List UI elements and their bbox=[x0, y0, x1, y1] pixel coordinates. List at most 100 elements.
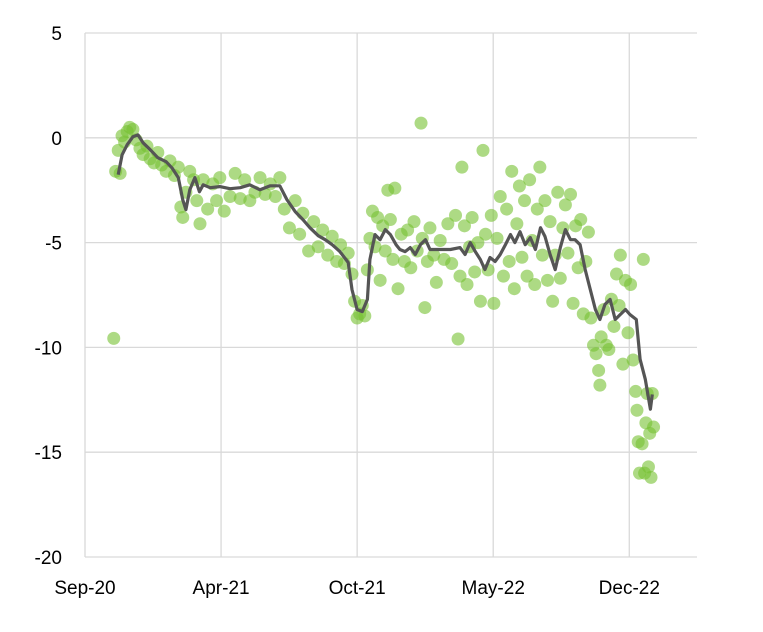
scatter-point bbox=[427, 248, 441, 262]
x-axis-ticks: Sep-20 Apr-21 Oct-21 May-22 Dec-22 bbox=[54, 578, 660, 599]
scatter-point bbox=[546, 294, 560, 308]
scatter-point bbox=[528, 278, 542, 292]
scatter-point bbox=[465, 210, 479, 224]
scatter-point bbox=[589, 347, 603, 361]
x-tick-label: Dec-22 bbox=[599, 578, 660, 599]
scatter-point bbox=[476, 143, 490, 157]
scatter-point bbox=[113, 166, 127, 180]
scatter-point bbox=[429, 275, 443, 289]
scatter-point bbox=[512, 179, 526, 193]
scatter-point bbox=[457, 219, 471, 233]
scatter-point bbox=[404, 261, 418, 275]
scatter-series bbox=[107, 116, 661, 484]
scatter-point bbox=[378, 244, 392, 258]
scatter-point bbox=[433, 234, 447, 248]
scatter-point bbox=[644, 470, 658, 484]
scatter-point bbox=[574, 213, 588, 227]
gridlines bbox=[84, 32, 697, 558]
scatter-point bbox=[373, 273, 387, 287]
scatter-point bbox=[493, 189, 507, 203]
y-tick-label: -10 bbox=[35, 338, 62, 359]
scatter-point bbox=[500, 202, 514, 216]
scatter-point bbox=[213, 171, 227, 185]
x-tick-label: Apr-21 bbox=[193, 578, 250, 599]
scatter-point bbox=[602, 342, 616, 356]
scatter-point bbox=[523, 173, 537, 187]
scatter-point bbox=[268, 189, 282, 203]
y-tick-label: -15 bbox=[35, 443, 62, 464]
scatter-point bbox=[487, 296, 501, 310]
y-tick-label: 0 bbox=[51, 129, 62, 150]
scatter-point bbox=[612, 298, 626, 312]
scatter-point bbox=[238, 173, 252, 187]
scatter-point bbox=[388, 181, 402, 195]
scatter-point bbox=[505, 164, 519, 178]
scatter-point bbox=[311, 240, 325, 254]
scatter-point bbox=[277, 202, 291, 216]
scatter-point bbox=[201, 202, 215, 216]
x-tick-label: Sep-20 bbox=[54, 578, 115, 599]
scatter-point bbox=[496, 269, 510, 283]
scatter-point bbox=[507, 282, 521, 296]
scatter-point bbox=[490, 231, 504, 245]
scatter-point bbox=[520, 269, 534, 283]
x-tick-label: May-22 bbox=[462, 578, 525, 599]
scatter-point bbox=[471, 236, 485, 250]
scatter-point bbox=[613, 248, 627, 262]
scatter-point bbox=[636, 252, 650, 266]
scatter-point bbox=[258, 187, 272, 201]
scatter-point bbox=[253, 171, 267, 185]
scatter-point bbox=[126, 122, 140, 136]
x-tick-label: Oct-21 bbox=[329, 578, 386, 599]
scatter-point bbox=[449, 208, 463, 222]
scatter-point bbox=[592, 363, 606, 377]
scatter-point bbox=[293, 227, 307, 241]
scatter-point bbox=[455, 160, 469, 174]
scatter-point bbox=[190, 194, 204, 208]
scatter-point bbox=[593, 378, 607, 392]
scatter-point bbox=[626, 353, 640, 367]
scatter-point bbox=[510, 217, 524, 231]
scatter-point bbox=[217, 204, 231, 218]
scatter-point bbox=[316, 223, 330, 237]
scatter-point bbox=[630, 403, 644, 417]
scatter-point bbox=[553, 271, 567, 285]
scatter-point bbox=[607, 319, 621, 333]
y-tick-label: -5 bbox=[45, 234, 62, 255]
scatter-point bbox=[360, 263, 374, 277]
scatter-point bbox=[407, 215, 421, 229]
scatter-point bbox=[647, 420, 661, 434]
y-axis-ticks: 5 0 -5 -10 -15 -20 bbox=[35, 24, 62, 569]
y-tick-label: 5 bbox=[51, 24, 62, 45]
scatter-point bbox=[530, 202, 544, 216]
scatter-point bbox=[621, 326, 635, 340]
scatter-point bbox=[210, 194, 224, 208]
scatter-point bbox=[515, 250, 529, 264]
scatter-point bbox=[383, 213, 397, 227]
scatter-point bbox=[418, 301, 432, 315]
scatter-point bbox=[423, 221, 437, 235]
scatter-point bbox=[635, 437, 649, 451]
scatter-point bbox=[616, 357, 630, 371]
scatter-point bbox=[551, 185, 565, 199]
scatter-point bbox=[451, 332, 465, 346]
scatter-point bbox=[629, 384, 643, 398]
scatter-point bbox=[223, 189, 237, 203]
scatter-point bbox=[282, 221, 296, 235]
scatter-point bbox=[624, 278, 638, 292]
scatter-point bbox=[228, 166, 242, 180]
scatter-point bbox=[484, 208, 498, 222]
scatter-point bbox=[538, 194, 552, 208]
scatter-point bbox=[581, 225, 595, 239]
scatter-point bbox=[460, 278, 474, 292]
scatter-point bbox=[535, 248, 549, 262]
scatter-point bbox=[391, 282, 405, 296]
scatter-point bbox=[502, 254, 516, 268]
scatter-point bbox=[584, 311, 598, 325]
scatter-point bbox=[176, 210, 190, 224]
scatter-point bbox=[107, 331, 121, 345]
scatter-point bbox=[445, 257, 459, 271]
scatter-point bbox=[414, 116, 428, 130]
scatter-point bbox=[518, 194, 532, 208]
